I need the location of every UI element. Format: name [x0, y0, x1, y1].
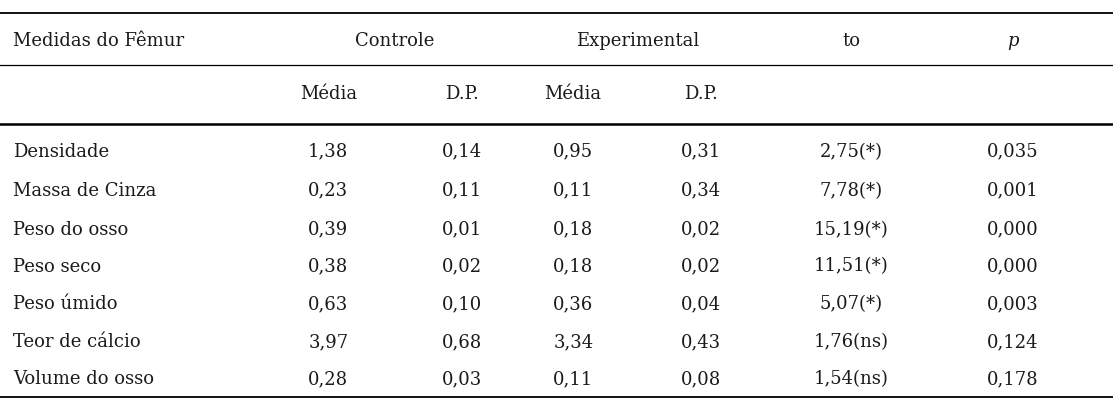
- Text: 1,54(ns): 1,54(ns): [814, 369, 889, 387]
- Text: 0,11: 0,11: [442, 181, 482, 199]
- Text: Massa de Cinza: Massa de Cinza: [13, 181, 157, 199]
- Text: 0,04: 0,04: [681, 294, 721, 312]
- Text: 0,68: 0,68: [442, 332, 482, 350]
- Text: Peso seco: Peso seco: [13, 257, 101, 275]
- Text: Média: Média: [299, 85, 357, 103]
- Text: 0,000: 0,000: [987, 257, 1038, 275]
- Text: 1,76(ns): 1,76(ns): [814, 332, 889, 350]
- Text: 0,14: 0,14: [442, 142, 482, 160]
- Text: 1,38: 1,38: [308, 142, 348, 160]
- Text: 3,34: 3,34: [553, 332, 593, 350]
- Text: Teor de cálcio: Teor de cálcio: [13, 332, 141, 350]
- Text: D.P.: D.P.: [684, 85, 718, 103]
- Text: 0,10: 0,10: [442, 294, 482, 312]
- Text: 0,28: 0,28: [308, 369, 348, 387]
- Text: 0,11: 0,11: [553, 181, 593, 199]
- Text: 5,07(*): 5,07(*): [820, 294, 883, 312]
- Text: 0,003: 0,003: [987, 294, 1038, 312]
- Text: Densidade: Densidade: [13, 142, 109, 160]
- Text: 0,23: 0,23: [308, 181, 348, 199]
- Text: Peso úmido: Peso úmido: [13, 294, 118, 312]
- Text: 0,02: 0,02: [442, 257, 482, 275]
- Text: 0,95: 0,95: [553, 142, 593, 160]
- Text: 0,18: 0,18: [553, 257, 593, 275]
- Text: Volume do osso: Volume do osso: [13, 369, 155, 387]
- Text: 0,01: 0,01: [442, 220, 482, 238]
- Text: 2,75(*): 2,75(*): [820, 142, 883, 160]
- Text: Medidas do Fêmur: Medidas do Fêmur: [13, 32, 185, 50]
- Text: 0,001: 0,001: [987, 181, 1038, 199]
- Text: 0,63: 0,63: [308, 294, 348, 312]
- Text: 3,97: 3,97: [308, 332, 348, 350]
- Text: 0,178: 0,178: [987, 369, 1038, 387]
- Text: 0,31: 0,31: [681, 142, 721, 160]
- Text: 0,02: 0,02: [681, 220, 721, 238]
- Text: 11,51(*): 11,51(*): [814, 257, 889, 275]
- Text: Média: Média: [544, 85, 602, 103]
- Text: Experimental: Experimental: [577, 32, 699, 50]
- Text: 0,035: 0,035: [987, 142, 1038, 160]
- Text: 0,02: 0,02: [681, 257, 721, 275]
- Text: Peso do osso: Peso do osso: [13, 220, 129, 238]
- Text: Controle: Controle: [355, 32, 435, 50]
- Text: 0,43: 0,43: [681, 332, 721, 350]
- Text: 0,36: 0,36: [553, 294, 593, 312]
- Text: 0,39: 0,39: [308, 220, 348, 238]
- Text: to: to: [843, 32, 860, 50]
- Text: 0,34: 0,34: [681, 181, 721, 199]
- Text: 15,19(*): 15,19(*): [814, 220, 889, 238]
- Text: 0,38: 0,38: [308, 257, 348, 275]
- Text: p: p: [1007, 32, 1018, 50]
- Text: 0,124: 0,124: [987, 332, 1038, 350]
- Text: 0,11: 0,11: [553, 369, 593, 387]
- Text: 0,08: 0,08: [681, 369, 721, 387]
- Text: 0,03: 0,03: [442, 369, 482, 387]
- Text: D.P.: D.P.: [445, 85, 479, 103]
- Text: 7,78(*): 7,78(*): [820, 181, 883, 199]
- Text: 0,18: 0,18: [553, 220, 593, 238]
- Text: 0,000: 0,000: [987, 220, 1038, 238]
